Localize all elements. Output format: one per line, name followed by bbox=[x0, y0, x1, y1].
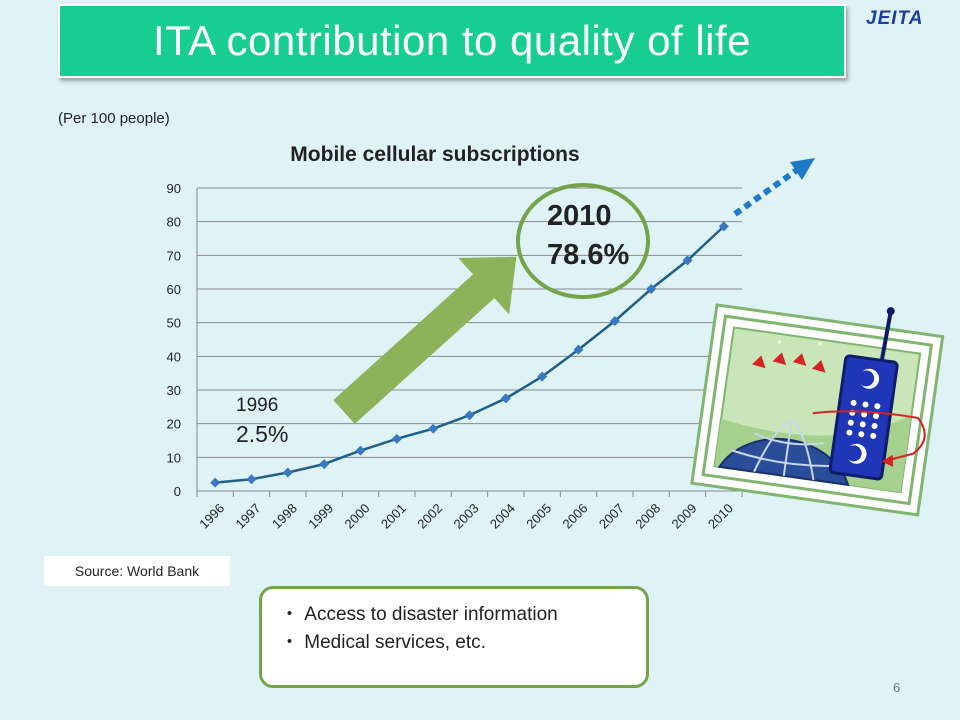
end-value: 78.6% bbox=[547, 239, 630, 271]
y-axis-ticks: 0 10 20 30 40 50 60 70 80 90 bbox=[167, 181, 181, 499]
y-tick-label: 60 bbox=[167, 282, 181, 297]
y-tick-label: 10 bbox=[167, 450, 181, 465]
chart-grid bbox=[196, 187, 743, 497]
x-tick-label: 2003 bbox=[451, 501, 482, 532]
x-tick-label: 2008 bbox=[632, 501, 663, 532]
y-tick-label: 0 bbox=[174, 484, 181, 499]
info-box: ・ Access to disaster information ・ Medic… bbox=[259, 586, 649, 688]
unit-note: (Per 100 people) bbox=[58, 110, 170, 127]
x-tick-label: 2000 bbox=[342, 501, 373, 532]
x-tick-label: 1998 bbox=[269, 501, 300, 532]
x-tick-label: 2001 bbox=[378, 501, 409, 532]
y-tick-label: 90 bbox=[167, 181, 181, 196]
data-point bbox=[282, 467, 293, 478]
x-tick-label: 1996 bbox=[196, 501, 227, 532]
info-item: ・ Access to disaster information bbox=[280, 604, 558, 625]
y-tick-label: 70 bbox=[167, 248, 181, 263]
y-tick-label: 40 bbox=[167, 349, 181, 364]
data-point bbox=[246, 474, 257, 485]
x-tick-label: 2002 bbox=[414, 501, 445, 532]
data-point bbox=[210, 477, 221, 488]
data-point bbox=[537, 371, 548, 382]
x-tick-label: 1999 bbox=[305, 501, 336, 532]
mobile-phone-globe-icon: * * * bbox=[690, 303, 945, 517]
chart-title: Mobile cellular subscriptions bbox=[290, 143, 580, 166]
data-point bbox=[428, 423, 439, 434]
end-year: 2010 bbox=[547, 200, 612, 232]
end-annotation: 2010 78.6% bbox=[547, 200, 629, 272]
trend-arrow-icon bbox=[733, 158, 815, 217]
data-point bbox=[355, 445, 366, 456]
series-subscriptions bbox=[210, 221, 729, 488]
jeita-logo: JEITA bbox=[866, 8, 924, 29]
y-tick-label: 30 bbox=[167, 383, 181, 398]
svg-text:*: * bbox=[816, 338, 823, 353]
source-label: Source: World Bank bbox=[44, 556, 230, 586]
y-tick-label: 20 bbox=[167, 417, 181, 432]
x-tick-label: 2005 bbox=[523, 501, 554, 532]
data-point bbox=[391, 433, 402, 444]
start-year: 1996 bbox=[236, 395, 279, 416]
page-number: 6 bbox=[893, 680, 901, 695]
info-item: ・ Medical services, etc. bbox=[280, 632, 486, 653]
title-banner: ITA contribution to quality of life bbox=[58, 4, 846, 78]
data-point bbox=[609, 315, 620, 326]
y-tick-label: 50 bbox=[167, 316, 181, 331]
data-point bbox=[319, 459, 330, 470]
x-tick-label: 2010 bbox=[705, 501, 736, 532]
y-tick-label: 80 bbox=[167, 215, 181, 230]
x-tick-label: 1997 bbox=[233, 501, 264, 532]
data-point bbox=[646, 284, 657, 294]
data-point bbox=[682, 255, 693, 266]
highlight-circle bbox=[516, 183, 650, 299]
data-point bbox=[500, 393, 511, 404]
x-tick-label: 2009 bbox=[669, 501, 700, 532]
svg-text:*: * bbox=[776, 337, 783, 352]
start-annotation: 1996 2.5% bbox=[236, 395, 288, 448]
start-value: 2.5% bbox=[236, 421, 289, 447]
page-title: ITA contribution to quality of life bbox=[152, 17, 752, 64]
data-point bbox=[573, 344, 584, 355]
x-tick-label: 2004 bbox=[487, 501, 518, 532]
growth-arrow-icon bbox=[333, 256, 517, 424]
data-point bbox=[718, 221, 729, 232]
data-point bbox=[464, 410, 475, 421]
x-tick-label: 2006 bbox=[560, 501, 591, 532]
x-axis-ticks: 1996 1997 1998 1999 2000 2001 2002 2003 2004 2005… bbox=[196, 501, 736, 532]
x-tick-label: 2007 bbox=[596, 501, 627, 532]
